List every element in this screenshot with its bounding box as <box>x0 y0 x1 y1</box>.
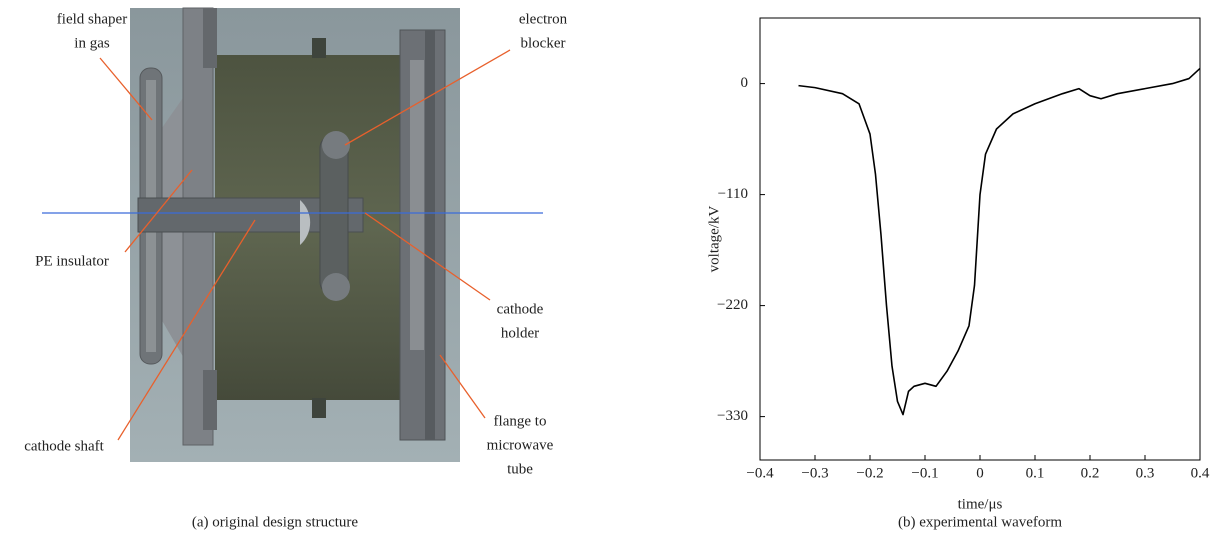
annotation: electron <box>519 11 568 27</box>
x-tick-label: 0.3 <box>1136 465 1155 481</box>
annotation: PE insulator <box>35 253 109 269</box>
cad-image <box>130 7 460 462</box>
leader-line <box>344 49 511 146</box>
caption: (a) original design structure <box>192 514 359 530</box>
x-tick-label: 0.2 <box>1081 465 1100 481</box>
leader-line <box>99 57 153 121</box>
caption: (b) experimental waveform <box>898 514 1062 530</box>
leader-line <box>124 169 193 253</box>
y-tick-label: −110 <box>718 186 748 202</box>
annotation: cathode <box>497 301 544 317</box>
leader-line <box>117 219 256 441</box>
annotation: flange to <box>494 413 547 429</box>
chart: −0.4 −0.3 −0.2 −0.1 0 0.1 0.2 0.3 0.4 0 −110 −220 −3… <box>706 17 1210 530</box>
annotation: field shaper <box>57 11 127 27</box>
x-tick-label: 0.4 <box>1191 465 1210 481</box>
x-tick-label: −0.2 <box>856 465 883 481</box>
y-tick-label: 0 <box>741 75 749 91</box>
x-tick-label: −0.3 <box>801 465 828 481</box>
annotation: tube <box>507 461 533 477</box>
plot-frame <box>759 17 1201 461</box>
leader-line <box>364 212 491 301</box>
x-tick-label: −0.1 <box>911 465 938 481</box>
y-tick-label: −330 <box>717 408 748 424</box>
annotation: blocker <box>521 35 566 51</box>
annotation: cathode shaft <box>24 438 104 454</box>
x-tick-label: −0.4 <box>746 465 774 481</box>
y-tick-label: −220 <box>717 297 748 313</box>
x-axis-label: time/μs <box>958 496 1003 512</box>
leader-line <box>439 354 486 419</box>
annotation: microwave <box>487 437 554 453</box>
annotation: holder <box>501 325 539 341</box>
y-axis-label: voltage/kV <box>706 206 722 273</box>
annotation: in gas <box>74 35 110 51</box>
x-tick-label: 0 <box>976 465 984 481</box>
waveform-line <box>798 67 1201 416</box>
labels: field shaper in gas electron blocker PE insu… <box>24 11 567 477</box>
x-tick-label: 0.1 <box>1026 465 1045 481</box>
